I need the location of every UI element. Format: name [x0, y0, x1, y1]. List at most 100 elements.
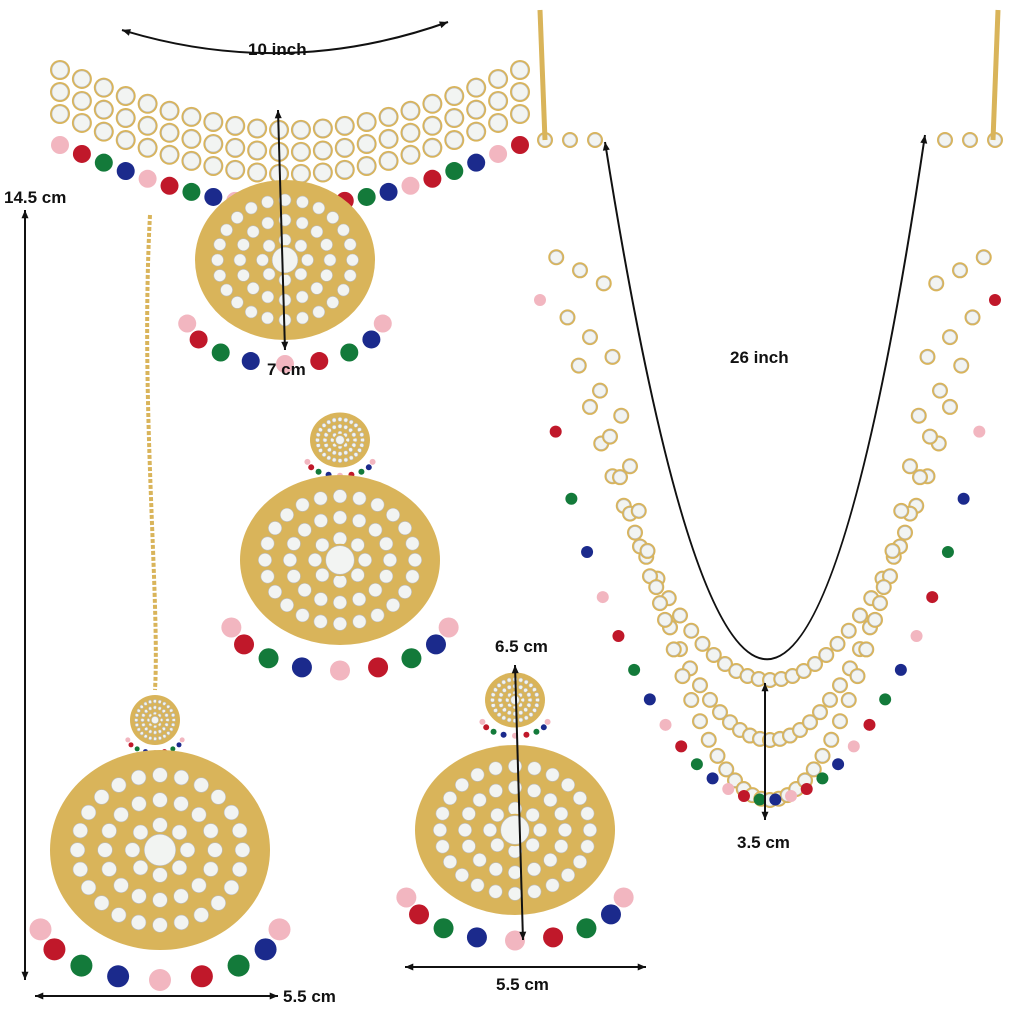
kundan-stone	[295, 497, 310, 512]
kundan-stone	[352, 592, 367, 607]
kundan-stone	[261, 195, 274, 209]
kundan-stone	[807, 763, 821, 776]
kundan-stone	[223, 879, 240, 896]
kundan-stone	[489, 114, 507, 132]
kundan-stone	[337, 458, 343, 463]
kundan-stone	[853, 609, 867, 622]
kundan-stone	[561, 868, 575, 883]
bead	[425, 634, 446, 655]
kundan-stone	[868, 613, 882, 627]
bead	[816, 772, 829, 785]
kundan-stone	[898, 526, 912, 539]
earring-height-arrow-head	[519, 931, 527, 940]
bead	[534, 294, 546, 306]
kundan-stone	[205, 157, 222, 175]
kundan-stone	[136, 708, 141, 713]
kundan-stone	[498, 692, 504, 698]
kundan-stone	[435, 839, 450, 854]
kundan-stone	[193, 777, 209, 793]
kundan-stone	[470, 767, 485, 782]
bead	[72, 144, 91, 163]
kundan-stone	[489, 70, 507, 88]
bead	[769, 793, 782, 806]
bead	[160, 176, 179, 195]
kundan-stone	[152, 817, 168, 833]
kundan-stone	[213, 269, 227, 282]
kundan-stone	[51, 61, 69, 79]
kundan-stone	[151, 716, 159, 724]
kundan-stone	[819, 648, 833, 662]
kundan-stone	[493, 687, 498, 692]
kundan-stone	[966, 311, 979, 324]
kundan-stone	[292, 143, 310, 161]
kundan-stone	[649, 580, 663, 594]
kundan-stone	[938, 133, 952, 147]
bead	[659, 718, 672, 731]
bead	[189, 330, 208, 349]
bead	[125, 737, 131, 743]
kundan-stone	[280, 598, 294, 613]
kundan-stone	[132, 824, 149, 840]
bead	[211, 343, 230, 362]
kundan-stone	[97, 842, 113, 858]
kundan-stone	[223, 804, 240, 821]
kundan-stone	[331, 424, 337, 430]
bead	[182, 182, 201, 201]
choker-pendant-height-label: 7 cm	[267, 360, 306, 379]
kundan-stone	[294, 267, 308, 281]
kundan-stone	[248, 164, 266, 181]
kundan-stone	[248, 120, 266, 137]
kundan-stone	[528, 712, 534, 717]
kundan-stone	[523, 707, 528, 713]
kundan-stone	[161, 102, 178, 120]
bead	[29, 918, 52, 941]
kundan-stone	[139, 95, 156, 113]
kundan-stone	[111, 907, 127, 923]
kundan-stone	[424, 95, 441, 113]
kundan-stone	[443, 791, 458, 806]
kundan-stone	[162, 701, 167, 706]
bead	[315, 468, 322, 475]
choker-width-arrow	[121, 21, 449, 55]
bead	[310, 352, 329, 371]
kundan-stone	[173, 796, 189, 812]
kundan-stone	[533, 823, 547, 837]
kundan-stone	[693, 714, 707, 728]
kundan-stone	[823, 693, 837, 707]
kundan-stone	[171, 824, 188, 840]
earring-width-arrow-head	[637, 963, 646, 971]
kundan-stone	[923, 430, 937, 443]
kundan-stone	[203, 861, 219, 877]
kundan-stone	[325, 545, 355, 575]
kundan-stone	[402, 102, 419, 120]
choker-width-arrow-head	[122, 29, 131, 36]
kundan-stone	[397, 521, 412, 536]
kundan-stone	[323, 253, 337, 267]
bead	[357, 187, 376, 206]
kundan-stone	[593, 384, 607, 397]
kundan-stone	[408, 553, 422, 567]
kundan-stone	[51, 83, 69, 101]
long-necklace-drop-label: 3.5 cm	[737, 833, 790, 852]
kundan-stone	[333, 489, 347, 504]
kundan-stone	[336, 117, 354, 135]
kundan-stone	[833, 678, 847, 692]
kundan-stone	[353, 423, 359, 428]
kundan-stone	[295, 216, 309, 230]
kundan-stone	[833, 714, 847, 728]
kundan-stone	[813, 705, 827, 719]
bead	[365, 464, 372, 471]
kundan-stone	[405, 536, 420, 551]
kundan-stone	[171, 713, 176, 718]
kundan-stone	[518, 677, 524, 683]
tikka-width-arrow-head	[269, 992, 278, 1000]
kundan-stone	[488, 761, 503, 776]
bead	[254, 938, 277, 961]
tikka-width-arrow-head	[35, 992, 44, 1000]
kundan-stone	[152, 892, 168, 908]
bead	[433, 918, 454, 939]
kundan-stone	[673, 609, 687, 622]
kundan-stone	[527, 761, 542, 776]
bead	[785, 790, 798, 803]
kundan-stone	[153, 699, 157, 704]
